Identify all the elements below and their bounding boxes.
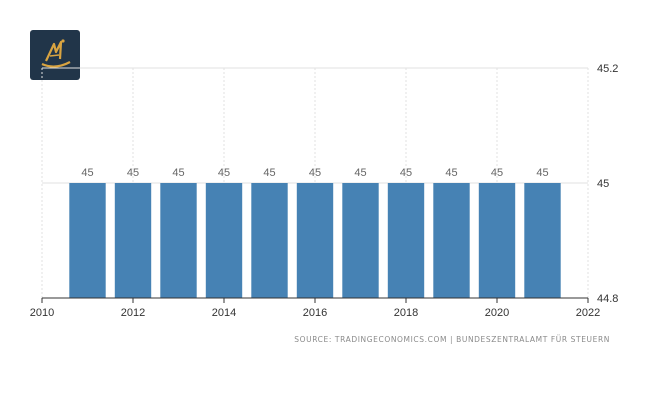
- bar: [114, 183, 152, 298]
- bar: [296, 183, 334, 298]
- x-tick-label: 2010: [30, 307, 54, 319]
- source-label: SOURCE: TRADINGECONOMICS.COM | BUNDESZEN…: [294, 335, 610, 344]
- bar: [387, 183, 425, 298]
- x-tick-label: 2012: [121, 307, 145, 319]
- bar: [251, 183, 288, 298]
- bar: [433, 183, 470, 298]
- bar: [69, 183, 106, 298]
- y-tick-label: 45: [597, 178, 609, 190]
- x-tick-label: 2018: [394, 307, 418, 319]
- bar: [478, 183, 516, 298]
- bar: [205, 183, 243, 298]
- data-label: 45: [491, 167, 503, 179]
- data-label: 45: [445, 167, 457, 179]
- bar: [342, 183, 379, 298]
- bar: [524, 183, 561, 298]
- data-label: 45: [354, 167, 366, 179]
- y-tick-label: 45.2: [597, 63, 618, 75]
- data-label: 45: [172, 167, 184, 179]
- logo-icon: [30, 30, 80, 80]
- data-label: 45: [127, 167, 139, 179]
- x-tick-label: 2020: [485, 307, 509, 319]
- data-label: 45: [218, 167, 230, 179]
- x-tick-label: 2014: [212, 307, 236, 319]
- x-tick-label: 2016: [303, 307, 327, 319]
- data-label: 45: [536, 167, 548, 179]
- bar: [160, 183, 197, 298]
- data-label: 45: [400, 167, 412, 179]
- data-label: 45: [309, 167, 321, 179]
- data-label: 45: [81, 167, 93, 179]
- x-tick-label: 2022: [576, 307, 600, 319]
- y-tick-label: 44.8: [597, 293, 618, 305]
- data-label: 45: [263, 167, 275, 179]
